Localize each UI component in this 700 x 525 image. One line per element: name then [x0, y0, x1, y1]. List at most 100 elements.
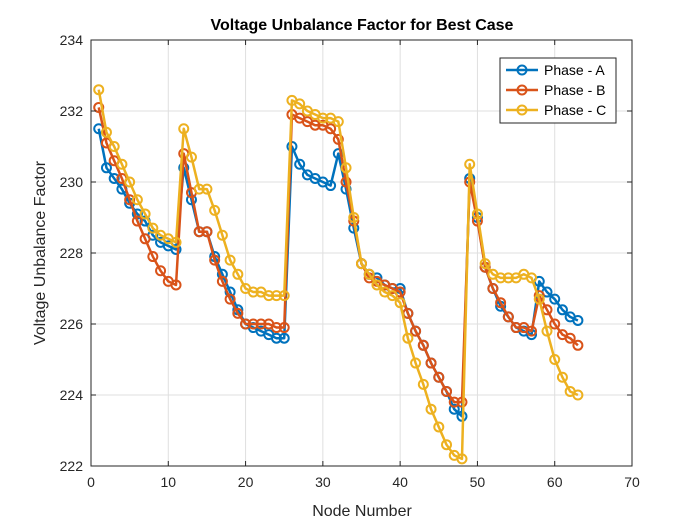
legend-entry: Phase - A	[544, 62, 605, 78]
data-point	[201, 226, 213, 238]
data-point	[464, 158, 476, 170]
data-point	[340, 176, 352, 188]
data-point	[441, 385, 453, 397]
x-axis-label: Node Number	[312, 503, 412, 520]
data-point	[456, 396, 468, 408]
data-point	[325, 180, 337, 192]
data-point	[572, 314, 584, 326]
data-point	[224, 293, 236, 305]
data-point	[325, 123, 337, 135]
data-point	[495, 297, 507, 309]
data-point	[441, 439, 453, 451]
y-tick-label: 230	[60, 174, 84, 190]
y-tick-label: 226	[60, 316, 84, 332]
data-point	[549, 293, 561, 305]
data-point	[402, 332, 414, 344]
series-line	[97, 89, 579, 461]
data-point	[263, 290, 275, 302]
data-point	[564, 332, 576, 344]
x-tick-label: 50	[470, 474, 486, 490]
data-point	[363, 268, 375, 280]
data-point	[556, 371, 568, 383]
data-point	[549, 354, 561, 365]
data-point	[394, 297, 406, 309]
data-point	[155, 265, 167, 277]
x-tick-label: 40	[392, 474, 408, 490]
legend-entry: Phase - B	[544, 82, 605, 98]
data-point	[425, 403, 437, 415]
data-point	[309, 119, 321, 131]
data-point	[572, 389, 584, 401]
data-point	[502, 272, 514, 284]
data-point	[556, 304, 568, 316]
data-point	[170, 279, 182, 291]
data-point	[124, 194, 136, 206]
legend-marker	[516, 104, 528, 116]
data-point	[209, 254, 221, 266]
data-point	[232, 268, 244, 280]
data-point	[147, 222, 159, 234]
data-point	[332, 133, 344, 145]
data-point	[224, 254, 236, 266]
y-tick-label: 228	[60, 245, 84, 261]
data-point	[448, 403, 460, 415]
data-point	[93, 101, 105, 113]
data-point	[572, 339, 584, 351]
data-point	[240, 318, 252, 330]
data-point	[247, 318, 259, 330]
data-point	[348, 212, 360, 223]
data-point	[340, 162, 352, 174]
data-point	[456, 453, 468, 465]
data-point	[278, 332, 290, 344]
data-point	[317, 112, 329, 124]
data-point	[270, 290, 282, 302]
data-point	[533, 293, 545, 305]
data-point	[108, 172, 120, 184]
y-tick-label: 232	[60, 103, 84, 119]
data-point	[147, 251, 159, 263]
data-point	[294, 158, 306, 170]
data-point	[495, 272, 507, 284]
data-point	[201, 183, 213, 195]
data-point	[216, 229, 228, 241]
data-point	[139, 208, 151, 220]
series-layer	[93, 84, 584, 465]
legend-marker	[516, 84, 528, 96]
y-tick-label: 222	[60, 458, 84, 474]
data-point	[332, 116, 344, 128]
data-point	[526, 272, 538, 284]
ticks: 0 10 20 30 40 50 60 70 222 224 226 228 230 232 234	[60, 32, 640, 490]
data-point	[433, 421, 445, 433]
data-point	[371, 279, 383, 291]
x-tick-label: 70	[624, 474, 640, 490]
data-point	[100, 126, 112, 138]
data-point	[479, 258, 491, 270]
data-point	[410, 325, 422, 337]
data-point	[278, 290, 290, 302]
data-point	[247, 286, 259, 298]
series-3	[93, 84, 584, 465]
data-point	[100, 162, 112, 174]
data-point	[417, 339, 429, 351]
data-point	[541, 325, 553, 337]
data-point	[386, 290, 398, 302]
data-point	[471, 208, 483, 220]
legend: Phase - A Phase - B Phase - C	[499, 57, 617, 124]
data-point	[294, 98, 306, 110]
data-point	[131, 194, 143, 206]
data-point	[270, 332, 282, 344]
data-point	[510, 322, 522, 334]
data-point	[549, 318, 561, 330]
data-point	[270, 322, 282, 334]
data-point	[417, 378, 429, 390]
data-point	[93, 84, 105, 96]
data-point	[170, 236, 182, 248]
data-point	[502, 311, 514, 323]
x-tick-label: 20	[238, 474, 254, 490]
data-point	[216, 275, 228, 287]
data-point	[255, 318, 267, 330]
x-tick-label: 0	[87, 474, 95, 490]
data-point	[108, 141, 120, 152]
data-point	[278, 322, 290, 334]
